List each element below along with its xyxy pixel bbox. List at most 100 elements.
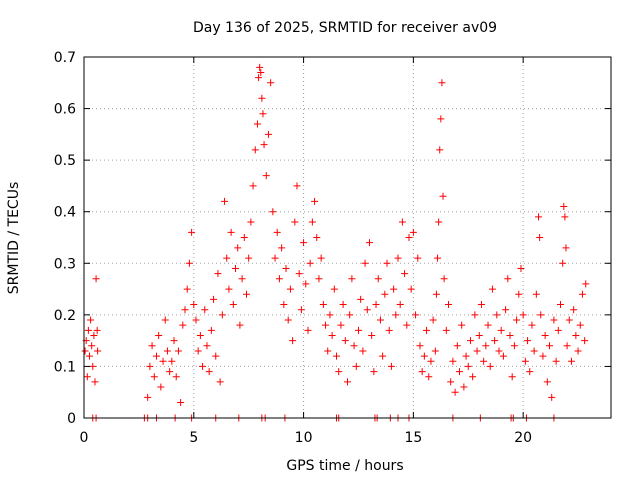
- data-point: [562, 244, 570, 252]
- data-point: [273, 228, 281, 236]
- data-point: [460, 383, 468, 391]
- data-point: [530, 347, 538, 355]
- data-point: [368, 331, 376, 339]
- data-point: [216, 378, 224, 386]
- data-point: [317, 254, 325, 262]
- data-point: [286, 285, 294, 293]
- data-point: [359, 347, 367, 355]
- data-point: [282, 264, 290, 272]
- data-point: [199, 362, 207, 370]
- data-point: [418, 368, 426, 376]
- data-point: [414, 254, 422, 262]
- data-point: [90, 331, 98, 339]
- data-point: [264, 130, 272, 138]
- data-point: [560, 203, 568, 211]
- data-point: [168, 357, 176, 365]
- data-point: [306, 259, 314, 267]
- data-point: [416, 342, 424, 350]
- data-point: [543, 378, 551, 386]
- x-tick-label: 15: [404, 430, 422, 446]
- data-point: [556, 301, 564, 309]
- y-tick-label: 0.1: [54, 359, 76, 375]
- data-point: [554, 326, 562, 334]
- data-point: [262, 172, 270, 180]
- data-point: [504, 275, 512, 283]
- data-point: [462, 352, 470, 360]
- data-point: [297, 306, 305, 314]
- data-point: [477, 301, 485, 309]
- data-point: [259, 110, 267, 118]
- data-point: [536, 234, 544, 241]
- data-point: [497, 326, 505, 334]
- y-tick-label: 0.3: [54, 256, 76, 272]
- data-point: [88, 342, 96, 350]
- data-point: [181, 306, 189, 314]
- y-tick-label: 0.5: [54, 153, 76, 169]
- data-point: [412, 311, 420, 319]
- data-point: [435, 218, 443, 226]
- data-point: [574, 347, 582, 355]
- data-point: [256, 63, 264, 71]
- data-point: [528, 321, 536, 329]
- data-point: [280, 301, 288, 309]
- data-point: [354, 326, 362, 334]
- data-point: [157, 383, 165, 391]
- data-points: [81, 63, 590, 422]
- data-point: [420, 352, 428, 360]
- data-point: [185, 259, 193, 267]
- data-point: [344, 378, 351, 386]
- grid-lines: [84, 57, 611, 418]
- data-point: [205, 368, 213, 376]
- data-point: [524, 337, 532, 345]
- data-point: [163, 347, 171, 355]
- data-point: [499, 352, 507, 360]
- x-tick-label: 10: [295, 430, 313, 446]
- data-point: [394, 254, 402, 262]
- y-tick-label: 0.4: [54, 205, 76, 221]
- data-point: [94, 347, 102, 355]
- data-point: [238, 275, 246, 283]
- data-point: [341, 337, 349, 345]
- data-point: [201, 306, 209, 314]
- y-tick-label: 0.7: [54, 50, 76, 66]
- data-point: [552, 357, 560, 365]
- data-point: [387, 362, 395, 370]
- data-point: [308, 218, 316, 226]
- data-point: [85, 352, 93, 360]
- data-point: [513, 316, 521, 324]
- data-point: [93, 326, 101, 334]
- data-point: [177, 399, 185, 407]
- data-point: [319, 301, 327, 309]
- data-point: [174, 347, 182, 355]
- data-point: [488, 285, 496, 293]
- data-point: [506, 331, 514, 339]
- data-point: [541, 331, 549, 339]
- data-point: [431, 347, 439, 355]
- data-point: [225, 285, 233, 293]
- axis-ticks: 0 0.1 0.2 0.3 0.4 0.5 0.6 0.7 0 5 10 15 20: [54, 50, 611, 446]
- data-point: [374, 275, 382, 283]
- data-point: [269, 208, 277, 216]
- data-point: [232, 264, 240, 272]
- data-point: [381, 290, 389, 298]
- data-point: [471, 311, 479, 319]
- data-point: [144, 393, 152, 401]
- data-point: [328, 331, 336, 339]
- data-point: [482, 342, 490, 350]
- data-point: [207, 326, 215, 334]
- data-point: [260, 141, 268, 149]
- data-point: [350, 342, 358, 350]
- data-point: [284, 316, 292, 324]
- data-point: [214, 270, 222, 278]
- data-point: [89, 362, 97, 370]
- data-point: [223, 254, 231, 262]
- data-point: [570, 306, 578, 314]
- data-point: [289, 337, 297, 345]
- data-point: [576, 321, 584, 329]
- data-point: [565, 316, 573, 324]
- data-point: [383, 259, 391, 267]
- data-point: [427, 357, 435, 365]
- data-point: [221, 197, 229, 205]
- data-point: [253, 120, 261, 128]
- data-point: [194, 347, 202, 355]
